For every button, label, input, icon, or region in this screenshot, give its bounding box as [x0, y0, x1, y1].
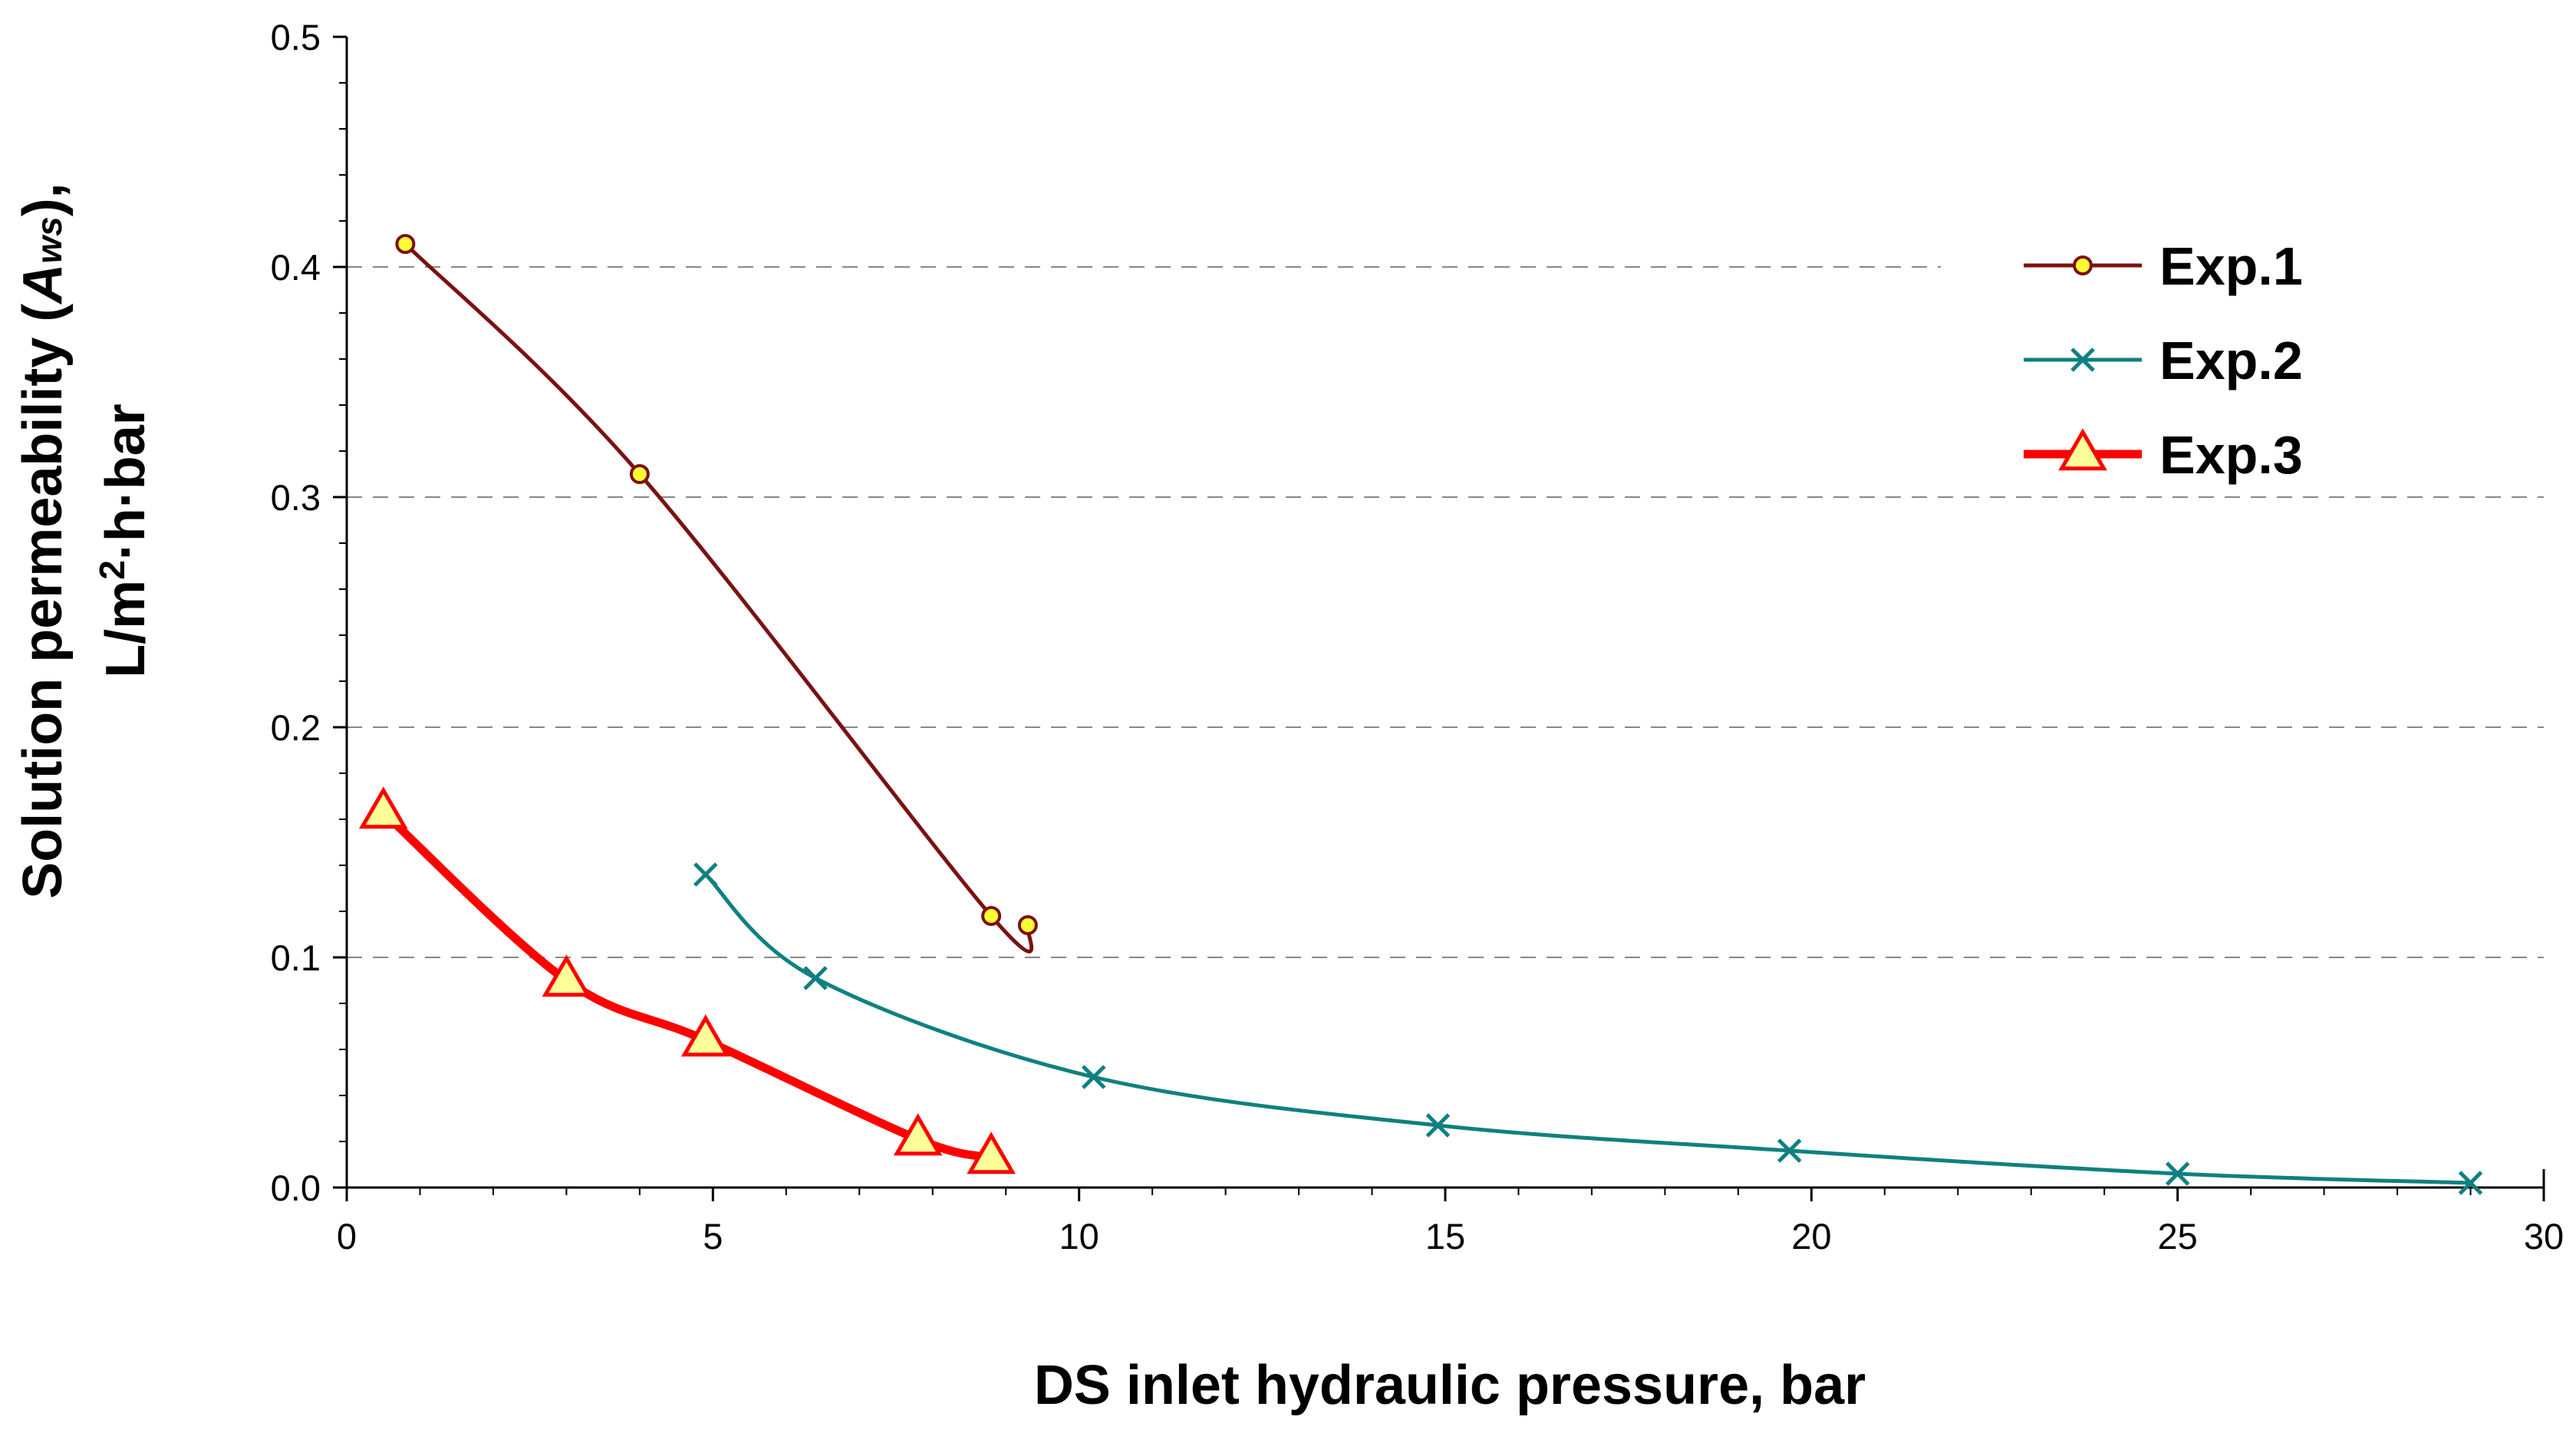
data-point: [1777, 1138, 1802, 1163]
series-exp3: [358, 786, 1016, 1174]
legend-item: Exp.3: [2024, 425, 2303, 485]
legend-label: Exp.2: [2159, 331, 2303, 390]
legend-label: Exp.3: [2159, 425, 2303, 485]
y-axis-title-line2: L/m2·h·bar: [92, 404, 156, 678]
data-point: [629, 464, 650, 484]
x-ticks: 0 5 10 15 20 25 30: [337, 1188, 2564, 1257]
data-point: [542, 954, 591, 997]
x-tick-label: 10: [1059, 1216, 1099, 1257]
x-tick-label: 0: [337, 1216, 357, 1257]
y-tick-label: 0.0: [271, 1168, 321, 1208]
data-point: [395, 234, 416, 254]
legend-marker: [2058, 428, 2107, 471]
data-point: [358, 786, 408, 829]
series: [358, 234, 2483, 1195]
y-tick-label: 0.3: [271, 477, 321, 518]
legend-box: [1941, 201, 2547, 492]
legend-marker: [2070, 348, 2095, 372]
y-ticks: 0.0 0.1 0.2 0.3 0.4 0.5: [271, 17, 347, 1208]
y-tick-label: 0.2: [271, 707, 321, 748]
legend-item: Exp.2: [2024, 331, 2303, 390]
x-tick-label: 5: [703, 1216, 723, 1257]
y-tick-label: 0.4: [271, 247, 321, 288]
series-line: [379, 808, 996, 1162]
series-line: [703, 872, 2472, 1185]
series-line: [403, 242, 1034, 954]
legend-label: Exp.1: [2159, 236, 2303, 296]
y-tick-label: 0.5: [271, 17, 321, 58]
x-tick-label: 25: [2158, 1216, 2198, 1257]
x-tick-label: 30: [2524, 1216, 2564, 1257]
data-point: [680, 1014, 730, 1057]
data-point: [2458, 1171, 2483, 1195]
y-axis-title-line1: Solution permeability (Aws),: [12, 183, 74, 898]
y-tick-label: 0.1: [271, 937, 321, 978]
legend: Exp.1 Exp.2 Exp.3: [1941, 201, 2547, 492]
data-point: [1425, 1113, 1451, 1138]
data-point: [981, 906, 1002, 926]
legend-marker: [2073, 255, 2093, 275]
data-point: [2165, 1161, 2190, 1186]
data-point: [893, 1113, 943, 1156]
data-point: [967, 1132, 1016, 1174]
data-point: [1081, 1065, 1106, 1089]
y-axis-title: Solution permeability (Aws), L/m2·h·bar: [12, 183, 156, 898]
series-exp2: [693, 862, 2483, 1195]
data-point: [803, 966, 828, 990]
series-exp1: [395, 234, 1038, 954]
x-tick-label: 20: [1791, 1216, 1831, 1257]
x-axis-title: DS inlet hydraulic pressure, bar: [1034, 1355, 1866, 1416]
data-point: [693, 862, 718, 887]
legend-item: Exp.1: [2024, 236, 2303, 296]
x-tick-label: 15: [1425, 1216, 1465, 1257]
data-point: [1017, 915, 1038, 935]
